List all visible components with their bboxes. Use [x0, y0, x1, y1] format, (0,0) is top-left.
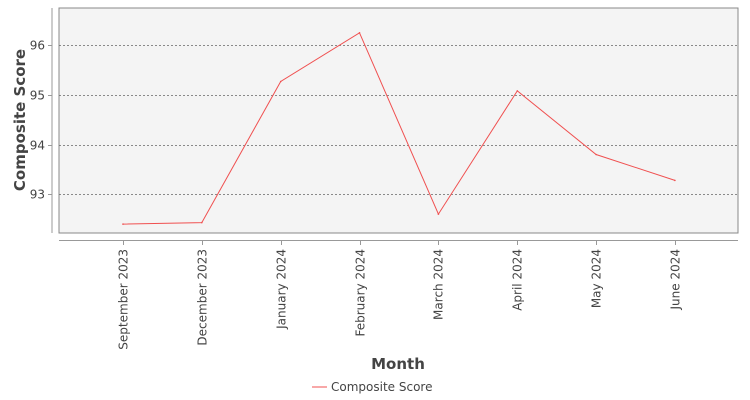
y-axis-title: Composite Score	[11, 49, 29, 191]
data-point-0-7	[674, 179, 676, 182]
x-tick-label-0: September 2023	[117, 249, 131, 350]
y-tick-label-1: 94	[30, 139, 45, 153]
x-tick-label-4: March 2024	[432, 249, 446, 320]
series-layer	[122, 32, 676, 225]
legend: Composite Score	[312, 380, 432, 394]
x-tick-label-2: January 2024	[275, 249, 289, 330]
y-tick-label-2: 95	[30, 89, 45, 103]
data-point-0-5	[516, 90, 519, 92]
gridlines	[59, 45, 738, 195]
data-point-0-0	[122, 223, 124, 225]
data-point-0-4	[437, 213, 440, 215]
data-point-0-6	[595, 153, 597, 156]
series-line-0	[122, 32, 676, 225]
y-tick-label-3: 96	[30, 39, 45, 53]
x-tick-label-5: April 2024	[511, 249, 525, 311]
legend-label: Composite Score	[331, 380, 432, 394]
x-axis-title: Month	[371, 355, 425, 373]
data-point-0-1	[201, 221, 203, 224]
x-axis: September 2023 December 2023 January 2024 F…	[59, 240, 738, 350]
plot-area	[58, 7, 739, 234]
x-tick-label-3: February 2024	[354, 249, 368, 337]
x-tick-label-1: December 2023	[196, 249, 210, 346]
x-tick-label-7: June 2024	[669, 249, 683, 311]
y-tick-label-0: 93	[30, 188, 45, 202]
y-axis: 93 94 95 96	[30, 8, 53, 233]
data-point-0-2	[279, 80, 282, 83]
x-tick-label-6: May 2024	[590, 249, 604, 308]
data-point-0-3	[358, 32, 361, 34]
